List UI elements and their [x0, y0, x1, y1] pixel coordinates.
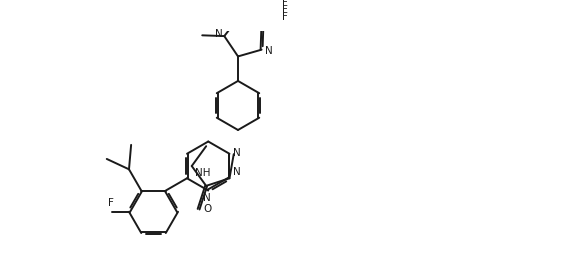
- Text: N: N: [215, 29, 223, 39]
- Text: N: N: [265, 46, 273, 56]
- Text: F: F: [282, 12, 288, 22]
- Text: N: N: [233, 167, 241, 177]
- Text: F: F: [282, 0, 288, 8]
- Text: F: F: [282, 5, 288, 15]
- Text: O: O: [203, 204, 211, 214]
- Text: NH: NH: [195, 168, 211, 178]
- Text: N: N: [233, 148, 241, 158]
- Text: F: F: [108, 198, 114, 208]
- Text: N: N: [204, 193, 211, 203]
